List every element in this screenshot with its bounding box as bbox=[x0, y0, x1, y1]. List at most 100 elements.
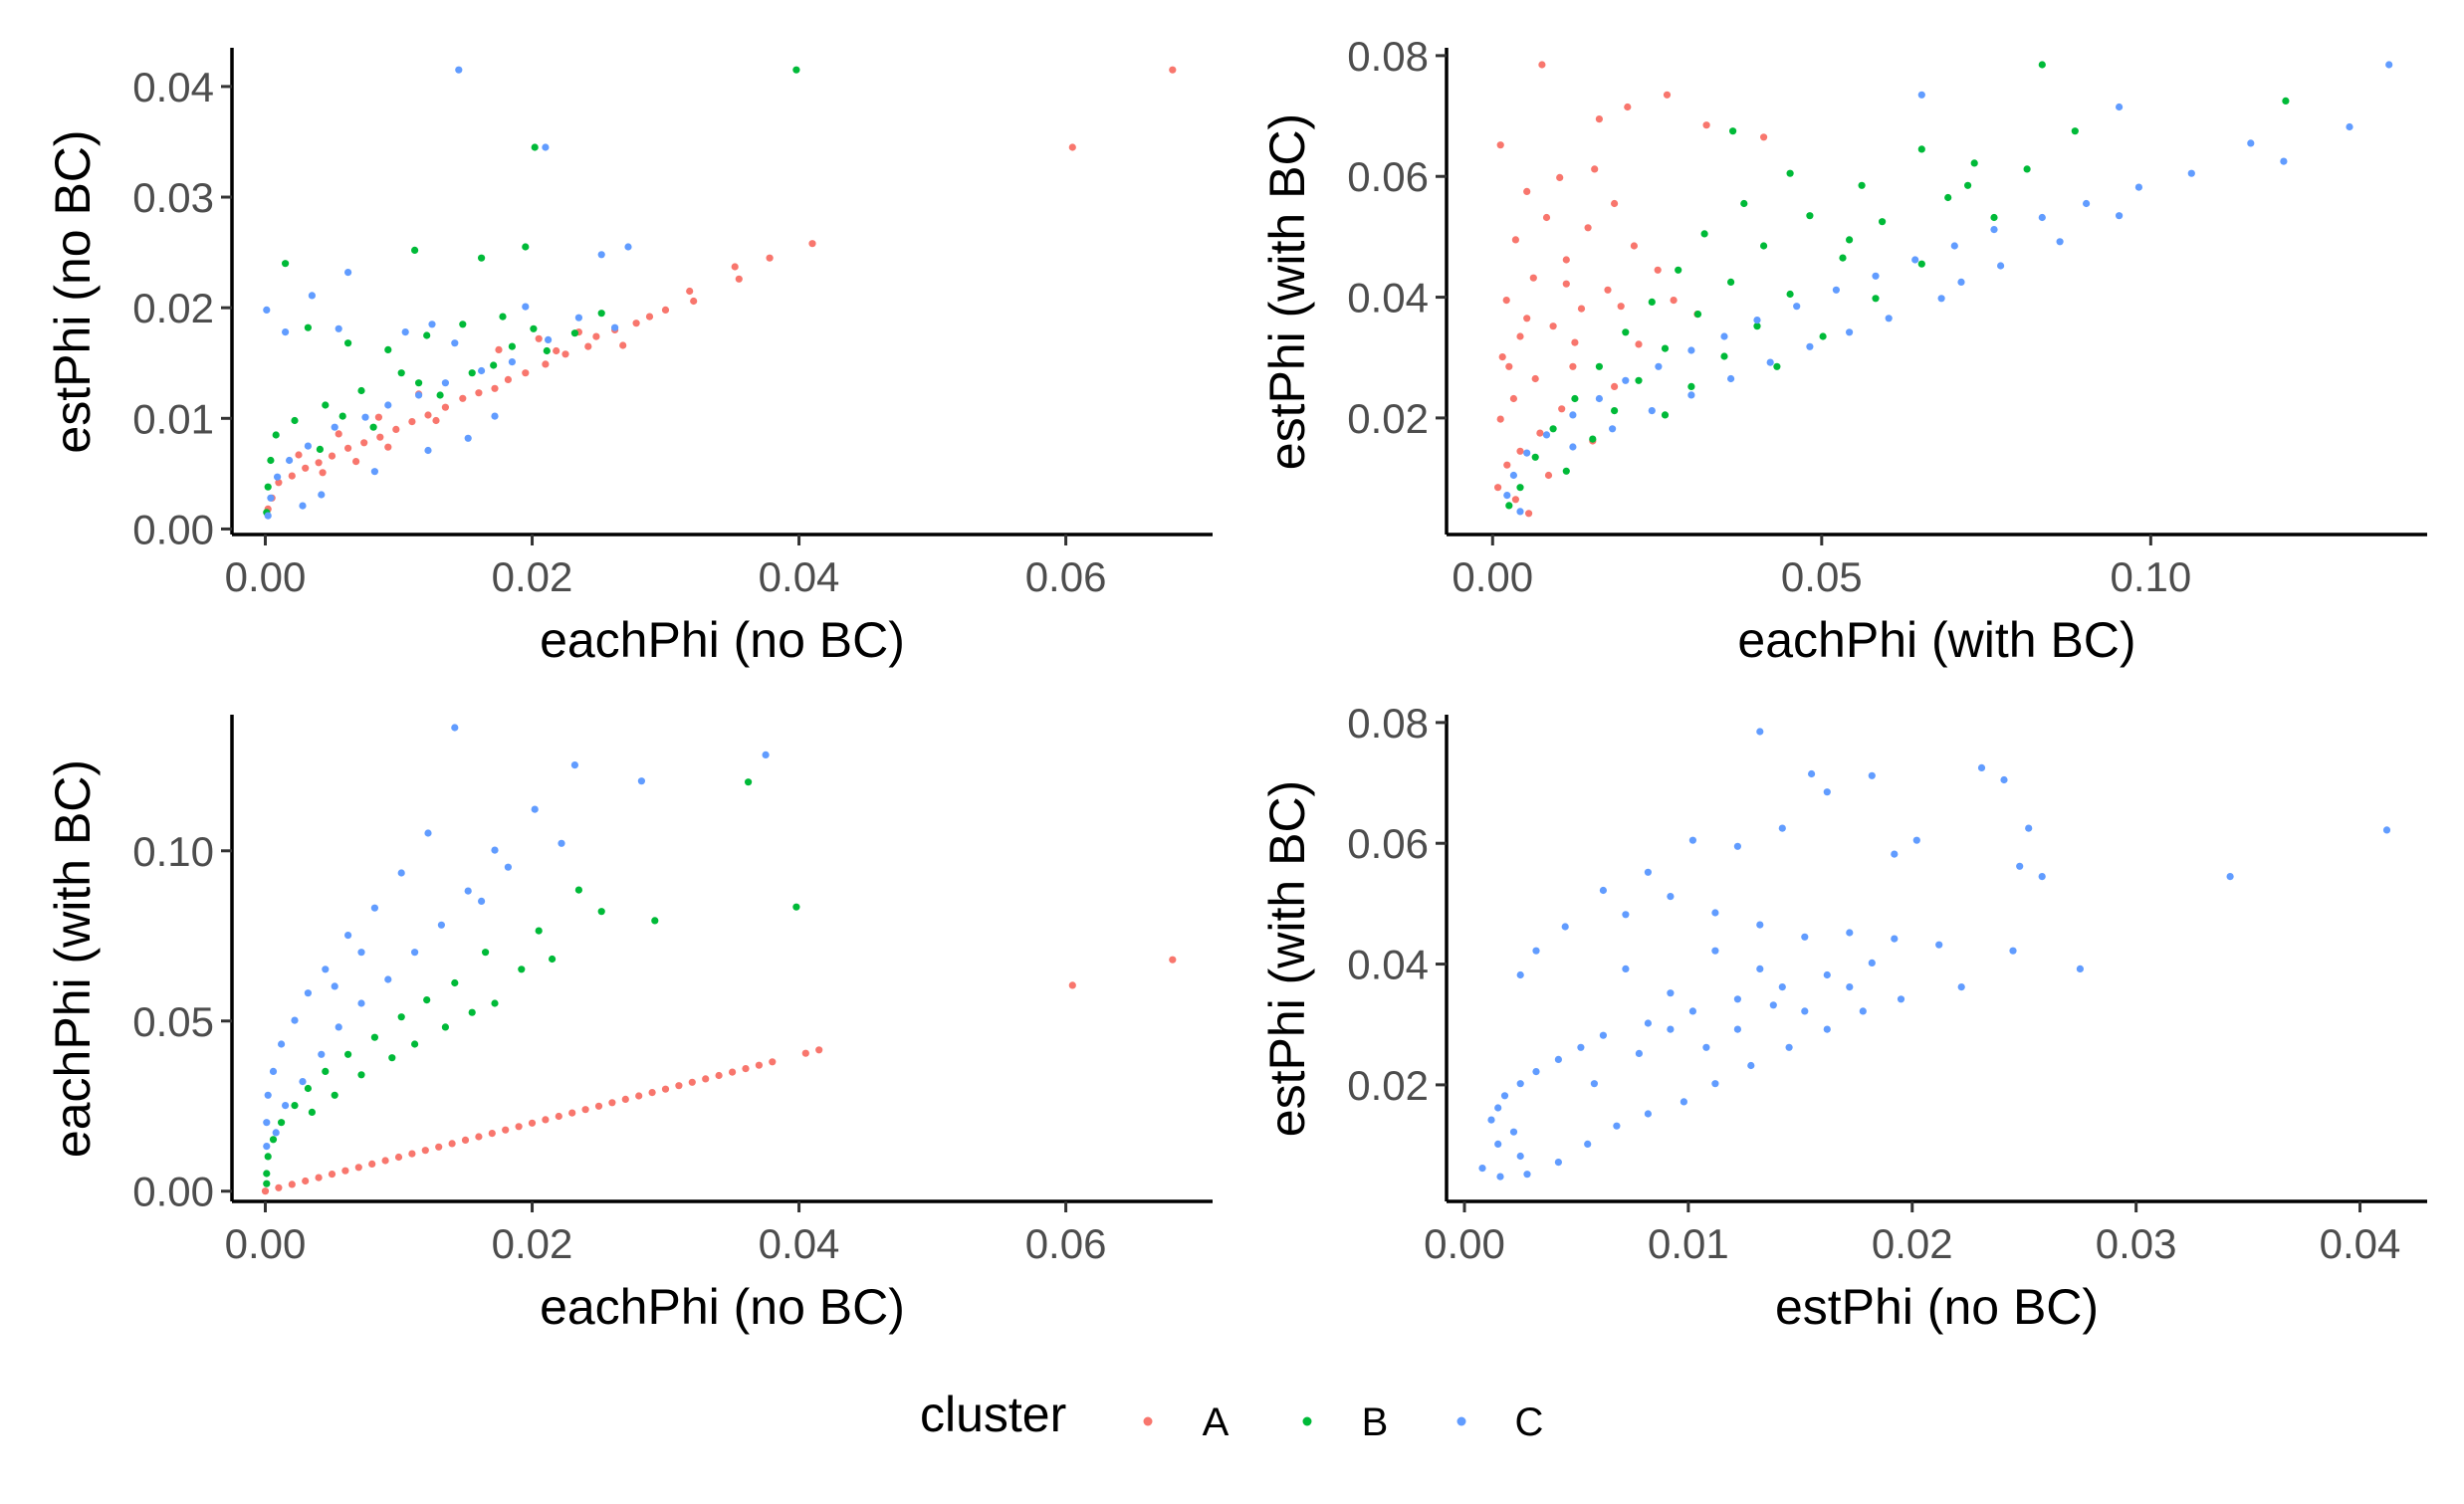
point-A-29 bbox=[1509, 394, 1517, 403]
point-C-4 bbox=[344, 269, 352, 277]
scatter-panel-2: 0.00 0.05 0.10 0.02 0.04 0.06 0.08 eachPhi (wit… bbox=[1259, 33, 2427, 668]
point-A-16 bbox=[688, 1078, 696, 1086]
point-C-36 bbox=[1609, 425, 1617, 433]
scatter-panel-3: 0.00 0.02 0.04 0.06 0.00 0.05 0.10 eachPhi (no … bbox=[45, 715, 1213, 1335]
point-C-9 bbox=[370, 904, 378, 912]
point-C-3 bbox=[597, 251, 605, 259]
point-B-15 bbox=[1760, 242, 1768, 250]
point-B-26 bbox=[490, 361, 498, 369]
point-B-14 bbox=[597, 310, 605, 318]
point-B-29 bbox=[1595, 362, 1603, 370]
point-A-45 bbox=[384, 443, 392, 451]
x-tick-label: 0.00 bbox=[1424, 1220, 1505, 1267]
point-B-1 bbox=[531, 143, 539, 151]
point-C-43 bbox=[1500, 1092, 1509, 1100]
point-C-25 bbox=[1667, 893, 1675, 901]
point-C-27 bbox=[263, 1143, 271, 1151]
point-A-1 bbox=[1068, 143, 1076, 151]
legend-label-A: A bbox=[1203, 1400, 1230, 1444]
point-C-23 bbox=[1516, 970, 1524, 979]
point-A-26 bbox=[302, 464, 310, 472]
point-A-41 bbox=[729, 1068, 737, 1076]
point-B-7 bbox=[2023, 165, 2031, 173]
legend-title: cluster bbox=[920, 1387, 1066, 1442]
point-A-5 bbox=[686, 287, 694, 296]
point-A-0 bbox=[1169, 66, 1177, 74]
point-A-13 bbox=[608, 1099, 616, 1107]
point-C-25 bbox=[263, 1119, 271, 1127]
point-B-14 bbox=[291, 1102, 299, 1110]
point-A-7 bbox=[632, 320, 640, 327]
point-C-36 bbox=[1688, 1007, 1696, 1015]
point-B-8 bbox=[423, 996, 431, 1004]
point-C-17 bbox=[1733, 842, 1741, 850]
y-tick-label: 0.04 bbox=[132, 64, 214, 110]
point-C-23 bbox=[1542, 431, 1551, 439]
point-C-30 bbox=[1846, 328, 1854, 336]
point-C-18 bbox=[1688, 836, 1696, 844]
point-C-21 bbox=[361, 413, 369, 421]
point-C-72 bbox=[1733, 1025, 1741, 1033]
point-B-17 bbox=[322, 401, 330, 409]
point-C-3 bbox=[637, 777, 646, 785]
legend: cluster A B C bbox=[920, 1387, 1543, 1444]
point-B-8 bbox=[1858, 181, 1866, 189]
point-B-11 bbox=[1806, 212, 1814, 220]
point-C-74 bbox=[1846, 983, 1854, 991]
point-C-35 bbox=[1733, 995, 1741, 1003]
point-B-29 bbox=[415, 379, 423, 387]
point-C-27 bbox=[1756, 921, 1764, 929]
point-A-44 bbox=[432, 416, 440, 425]
point-A-4 bbox=[731, 263, 739, 271]
point-A-5 bbox=[394, 1153, 403, 1162]
point-B-35 bbox=[1661, 411, 1670, 419]
point-C-14 bbox=[1912, 836, 1920, 844]
point-B-16 bbox=[269, 1136, 278, 1144]
x-axis-title: eachPhi (no BC) bbox=[540, 1279, 905, 1335]
point-B-38 bbox=[1531, 453, 1539, 461]
point-B-2 bbox=[522, 243, 530, 251]
point-C-50 bbox=[1496, 1173, 1504, 1181]
point-A-32 bbox=[535, 334, 543, 342]
point-A-13 bbox=[1511, 236, 1519, 244]
point-A-4 bbox=[1702, 121, 1710, 129]
point-A-31 bbox=[1496, 415, 1504, 423]
y-tick-label: 0.03 bbox=[132, 174, 214, 221]
point-C-15 bbox=[304, 989, 312, 997]
point-B-31 bbox=[508, 342, 516, 350]
point-C-24 bbox=[1523, 449, 1531, 457]
point-C-22 bbox=[1569, 411, 1577, 419]
point-C-14 bbox=[611, 323, 619, 331]
point-A-25 bbox=[1498, 353, 1506, 361]
x-tick-label: 0.00 bbox=[225, 553, 307, 600]
point-B-36 bbox=[1549, 425, 1557, 433]
point-C-0 bbox=[451, 724, 459, 732]
point-C-5 bbox=[424, 829, 432, 837]
point-A-10 bbox=[561, 350, 569, 358]
point-B-11 bbox=[499, 313, 507, 321]
point-A-29 bbox=[408, 1150, 416, 1158]
point-A-20 bbox=[392, 425, 400, 433]
point-B-37 bbox=[1589, 435, 1597, 443]
point-B-27 bbox=[597, 908, 605, 916]
point-C-32 bbox=[1766, 358, 1774, 366]
point-C-9 bbox=[2038, 213, 2046, 222]
x-tick-label: 0.00 bbox=[1452, 553, 1533, 600]
point-B-25 bbox=[1622, 328, 1630, 336]
point-A-35 bbox=[568, 1109, 576, 1117]
point-A-30 bbox=[435, 1143, 443, 1151]
point-C-8 bbox=[2016, 862, 2024, 870]
point-C-22 bbox=[1532, 947, 1540, 955]
point-A-39 bbox=[1525, 510, 1533, 518]
point-A-1 bbox=[1663, 91, 1672, 99]
point-B-18 bbox=[1917, 260, 1925, 268]
point-A-24 bbox=[1635, 340, 1643, 348]
point-A-17 bbox=[441, 403, 449, 411]
point-C-24 bbox=[282, 1102, 290, 1110]
point-A-28 bbox=[275, 479, 283, 487]
point-C-47 bbox=[1494, 1140, 1502, 1148]
point-A-40 bbox=[702, 1075, 710, 1083]
point-B-13 bbox=[304, 1084, 312, 1093]
point-C-9 bbox=[401, 328, 409, 336]
point-B-20 bbox=[267, 456, 275, 465]
